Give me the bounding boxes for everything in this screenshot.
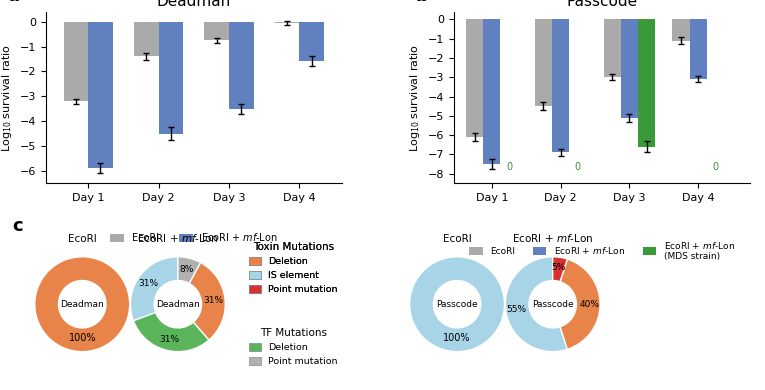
Wedge shape [178, 257, 200, 284]
Bar [535, 20, 552, 106]
Text: Deadman: Deadman [60, 300, 104, 309]
Bar [275, 22, 299, 23]
Title: EcoRI: EcoRI [443, 234, 471, 244]
Bar [483, 20, 500, 164]
Bar [552, 20, 569, 152]
Bar [672, 20, 689, 41]
Legend: EcoRI, EcoRI + $mf$-Lon: EcoRI, EcoRI + $mf$-Lon [106, 227, 282, 247]
Y-axis label: Log$_{10}$ survival ratio: Log$_{10}$ survival ratio [0, 43, 14, 152]
Title: EcoRI: EcoRI [68, 234, 96, 244]
Text: 100%: 100% [69, 333, 96, 343]
Text: a: a [8, 0, 19, 5]
Text: c: c [12, 217, 22, 235]
Wedge shape [133, 312, 209, 352]
Wedge shape [189, 262, 225, 340]
Text: Passcode: Passcode [436, 300, 478, 309]
Bar [134, 22, 158, 57]
Text: 31%: 31% [138, 279, 158, 288]
Legend: EcoRI, EcoRI + $mf$-Lon, EcoRI + $mf$-Lon
(MDS strain): EcoRI, EcoRI + $mf$-Lon, EcoRI + $mf$-Lo… [466, 236, 738, 264]
Text: b: b [415, 0, 428, 5]
Bar [204, 22, 229, 40]
Text: 0: 0 [575, 162, 581, 172]
Text: 100%: 100% [444, 333, 470, 343]
Legend: Deletion, Point mutation: Deletion, Point mutation [246, 324, 342, 370]
Bar [604, 20, 620, 77]
Text: Deadman: Deadman [156, 300, 200, 309]
Text: 0: 0 [506, 162, 512, 172]
Text: 5%: 5% [552, 263, 565, 272]
Bar [229, 22, 254, 109]
Wedge shape [410, 257, 505, 352]
Bar [620, 20, 638, 118]
Bar [299, 22, 324, 62]
Wedge shape [131, 257, 177, 321]
Bar [158, 22, 183, 133]
Title: EcoRI + $mf$-Lon: EcoRI + $mf$-Lon [137, 232, 219, 244]
Text: 55%: 55% [506, 305, 526, 314]
Bar [63, 22, 88, 101]
Bar [466, 20, 483, 137]
Title: Passcode: Passcode [566, 0, 637, 9]
Title: Deadman: Deadman [157, 0, 231, 9]
Wedge shape [560, 259, 601, 349]
Wedge shape [553, 257, 568, 282]
Text: 40%: 40% [580, 300, 600, 309]
Text: 8%: 8% [180, 265, 194, 274]
Text: 31%: 31% [203, 296, 223, 305]
Bar [638, 20, 655, 147]
Wedge shape [34, 257, 130, 352]
Bar [88, 22, 112, 168]
Text: 31%: 31% [159, 335, 179, 344]
Text: 0: 0 [712, 162, 718, 172]
Bar [689, 20, 707, 79]
Text: Passcode: Passcode [532, 300, 574, 309]
Y-axis label: Log$_{10}$ survival ratio: Log$_{10}$ survival ratio [409, 43, 422, 152]
Wedge shape [506, 257, 568, 352]
Title: EcoRI + $mf$-Lon: EcoRI + $mf$-Lon [512, 232, 594, 244]
